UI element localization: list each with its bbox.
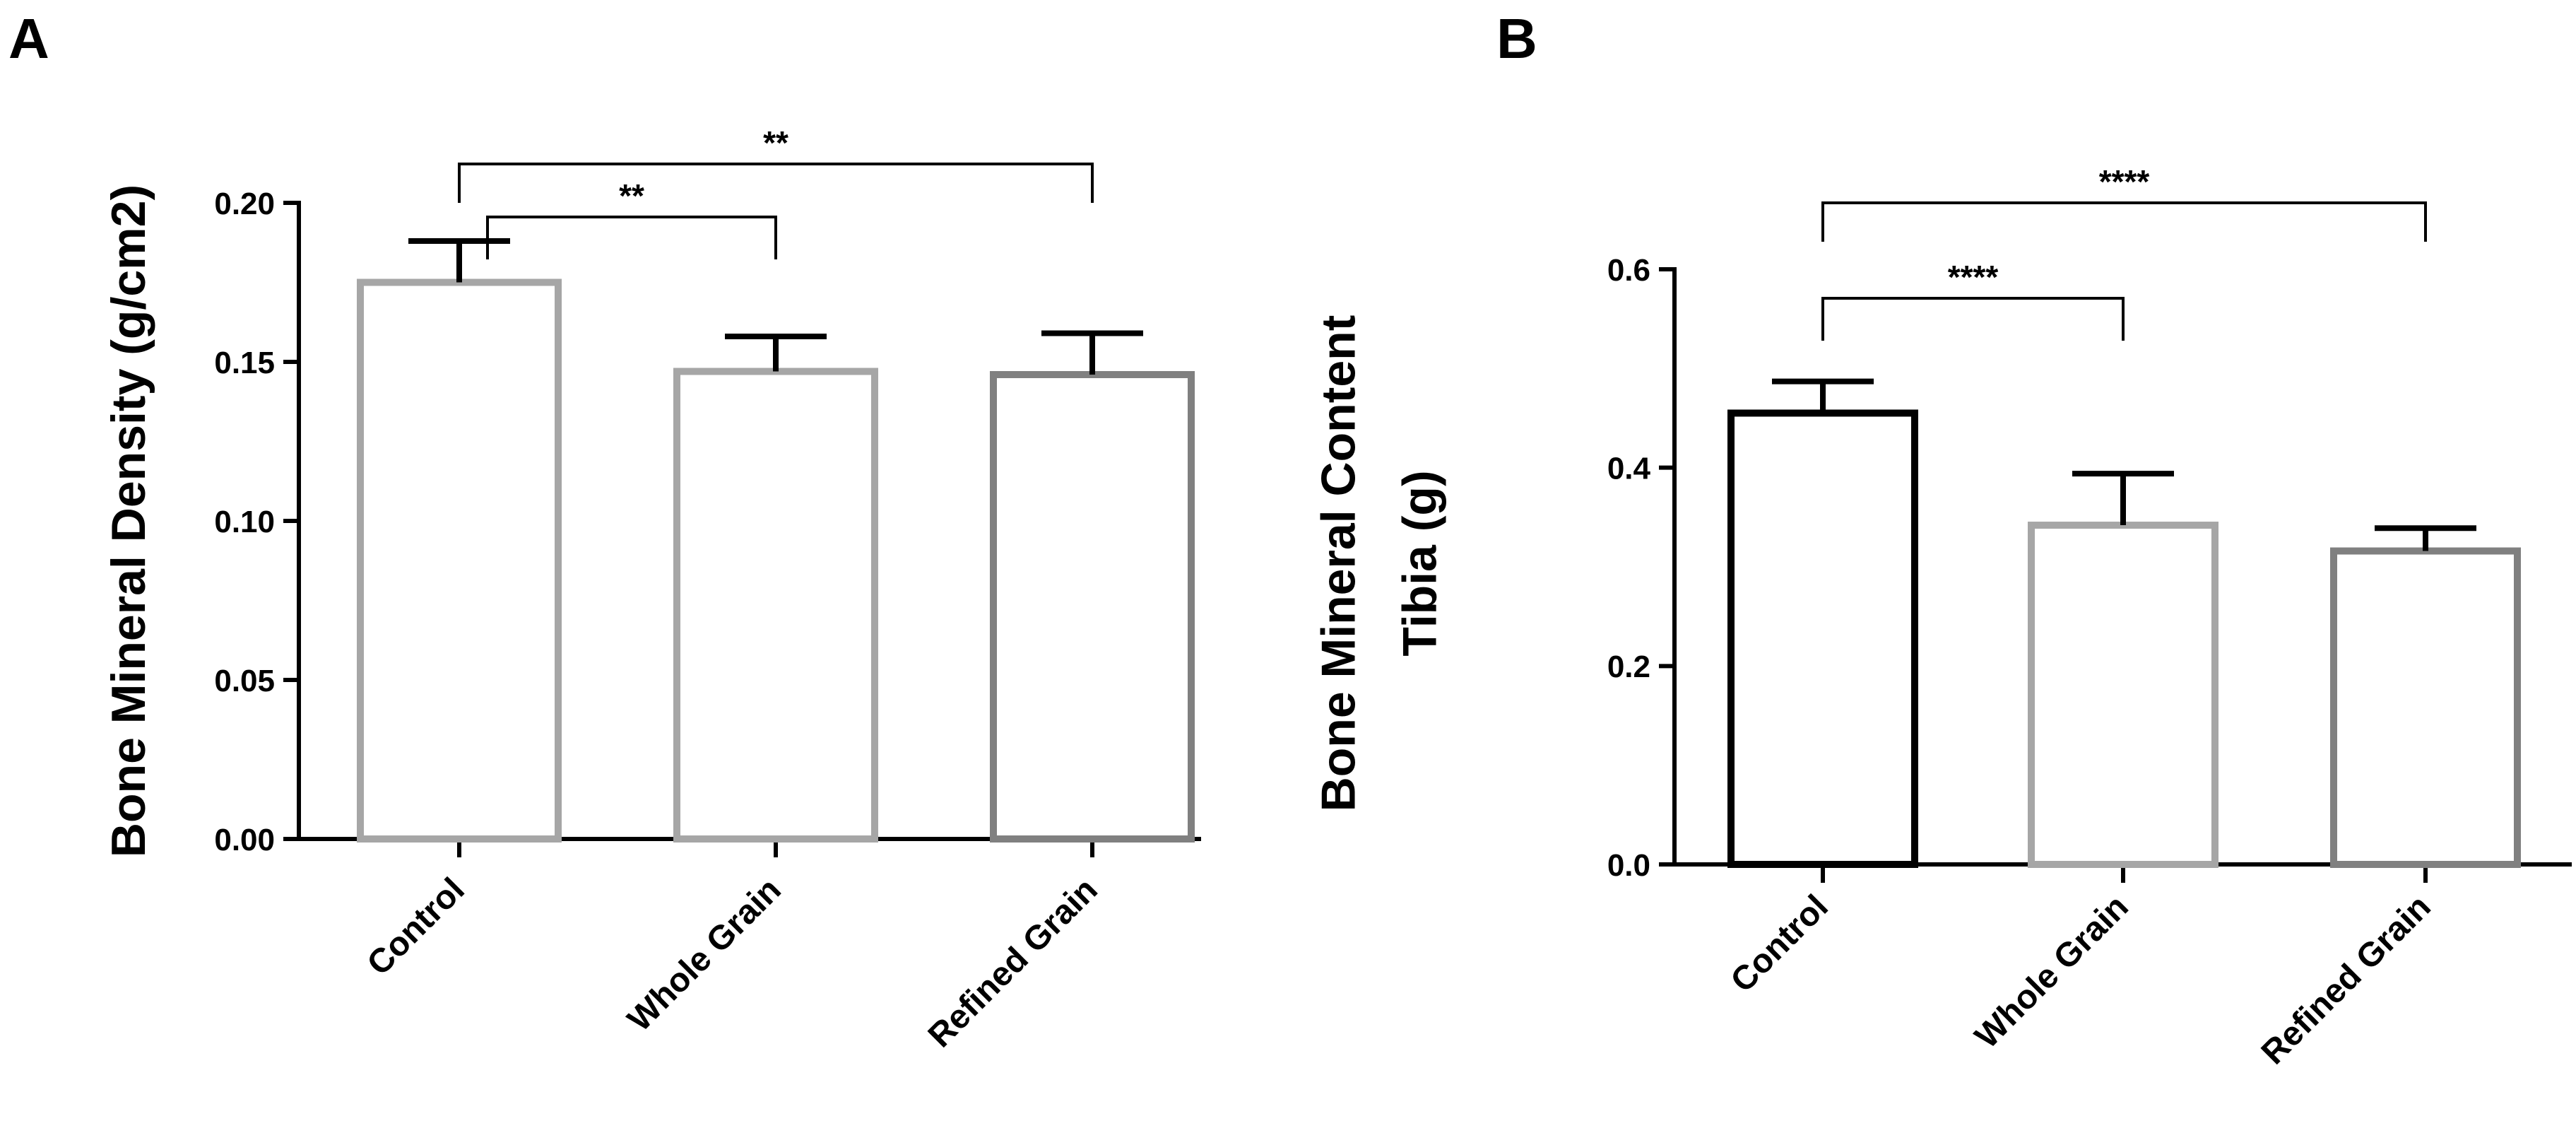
y-axis-title: Bone Mineral Density (g/cm2) xyxy=(102,184,155,857)
bar-refined-grain xyxy=(990,371,1195,843)
y-axis-title-line: Bone Mineral Density (g/cm2) xyxy=(102,184,155,857)
y-tick-label: 0.20 xyxy=(214,187,275,221)
y-axis-title: Bone Mineral Content Tibia (g) xyxy=(1312,315,1447,812)
significance-bracket xyxy=(458,163,1094,203)
chart-panel-b: B 0.0 0.2 0.4 0.6 Bone Mineral Content Tibia (… xyxy=(1312,7,2572,1072)
y-tick-label: 0.0 xyxy=(1607,848,1650,883)
significance-bracket xyxy=(486,216,777,259)
x-tick-label: Control xyxy=(1724,888,1836,999)
significance-label: ** xyxy=(763,124,788,161)
significance-label: **** xyxy=(1948,259,1999,295)
bar-refined-grain xyxy=(2330,547,2521,869)
x-tick-label: Refined Grain xyxy=(921,871,1105,1055)
x-tick-label: Whole Grain xyxy=(1968,888,2135,1055)
y-tick-label: 0.15 xyxy=(214,346,275,380)
y-tick-label: 0.05 xyxy=(214,664,275,698)
panel-label: A xyxy=(8,7,49,70)
y-axis-title-line: Tibia (g) xyxy=(1393,470,1447,656)
bar-control xyxy=(357,278,562,843)
bar-control xyxy=(1727,409,1918,868)
y-tick-label: 0.10 xyxy=(214,505,275,539)
significance-label: **** xyxy=(2099,163,2150,200)
y-tick-label: 0.6 xyxy=(1607,253,1650,288)
significance-bracket xyxy=(1821,297,2125,341)
significance-label: ** xyxy=(619,177,644,214)
x-tick-label: Control xyxy=(360,871,472,982)
panel-label: B xyxy=(1496,7,1537,70)
bar-whole-grain xyxy=(2028,522,2218,868)
y-tick-label: 0.4 xyxy=(1607,452,1651,486)
y-axis-title-line: Bone Mineral Content xyxy=(1312,315,1366,812)
x-tick-label: Refined Grain xyxy=(2255,888,2438,1072)
chart-panel-a: A 0.00 0.05 0.10 0.15 0.20 Bone Mineral Densit… xyxy=(8,7,1201,1055)
x-tick-label: Whole Grain xyxy=(620,871,788,1038)
bar-whole-grain xyxy=(673,368,878,843)
significance-bracket xyxy=(1821,201,2427,242)
y-tick-label: 0.2 xyxy=(1607,650,1650,684)
y-tick-label: 0.00 xyxy=(214,823,275,857)
